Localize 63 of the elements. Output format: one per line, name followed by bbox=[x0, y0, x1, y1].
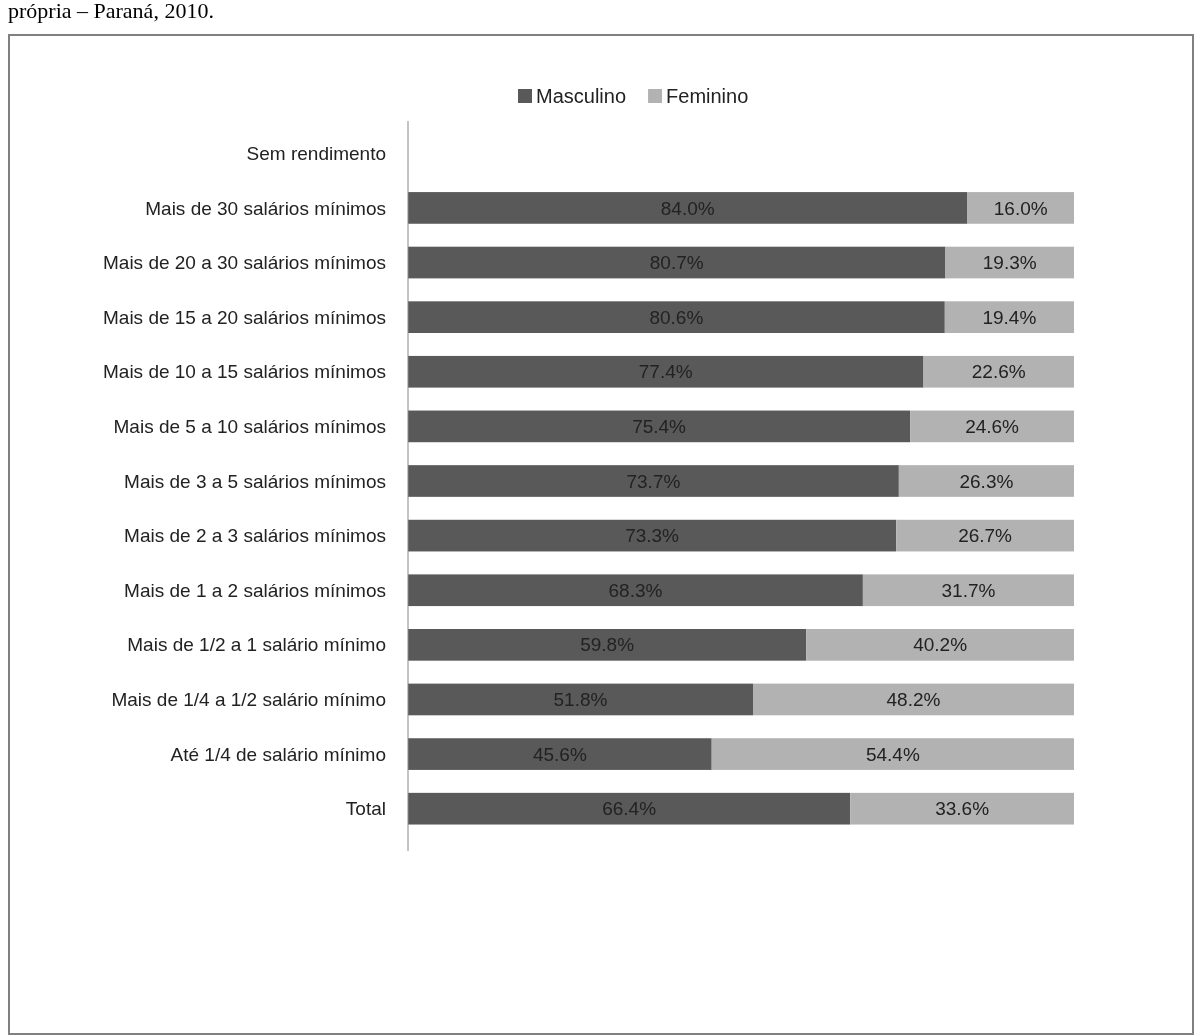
y-tick-label: Mais de 15 a 20 salários mínimos bbox=[102, 306, 386, 328]
bar bbox=[408, 738, 712, 770]
text: própria – Paraná, 2010. bbox=[8, 0, 214, 23]
data-label: 19.4% bbox=[982, 306, 1037, 328]
bar bbox=[408, 519, 897, 552]
bar bbox=[850, 792, 1074, 825]
bar bbox=[408, 465, 899, 497]
data-label: 22.6% bbox=[971, 361, 1026, 383]
data-label: 54.4% bbox=[865, 743, 920, 765]
bar bbox=[923, 355, 1074, 388]
data-label: 59.8% bbox=[580, 634, 635, 656]
y-tick-label: Total bbox=[345, 798, 386, 820]
bar bbox=[806, 629, 1074, 661]
data-label: 51.8% bbox=[553, 689, 608, 711]
data-label: 73.7% bbox=[626, 470, 681, 492]
y-tick-label: Mais de 3 a 5 salários mínimos bbox=[124, 470, 386, 492]
legend-label: Feminino bbox=[666, 85, 749, 107]
bar bbox=[910, 410, 1074, 443]
bar bbox=[752, 683, 1074, 716]
data-label: 84.0% bbox=[660, 197, 715, 219]
y-tick-label: Mais de 2 a 3 salários mínimos bbox=[124, 525, 386, 547]
bar bbox=[408, 301, 945, 333]
bar bbox=[711, 738, 1074, 770]
data-label: 77.4% bbox=[638, 361, 693, 383]
y-tick-label: Mais de 1/2 a 1 salário mínimo bbox=[127, 634, 386, 656]
bar bbox=[945, 246, 1074, 279]
data-label: 16.0% bbox=[993, 197, 1048, 219]
bar bbox=[896, 519, 1074, 552]
bar bbox=[967, 192, 1074, 224]
bar bbox=[408, 410, 911, 443]
y-tick-label: Até 1/4 de salário mínimo bbox=[170, 743, 386, 765]
data-label: 19.3% bbox=[982, 252, 1037, 274]
bar bbox=[862, 574, 1074, 607]
y-tick-label: Mais de 30 salários mínimos bbox=[145, 197, 386, 219]
data-label: 80.6% bbox=[649, 306, 704, 328]
bar bbox=[408, 683, 753, 716]
y-tick-label: Mais de 20 a 30 salários mínimos bbox=[102, 252, 386, 274]
y-tick-label: Mais de 1/4 a 1/2 salário mínimo bbox=[111, 689, 386, 711]
data-label: 26.7% bbox=[958, 525, 1013, 547]
y-tick-label: Mais de 10 a 15 salários mínimos bbox=[102, 361, 386, 383]
bar bbox=[898, 465, 1074, 497]
y-tick-label: Mais de 1 a 2 salários mínimos bbox=[124, 579, 386, 601]
bar bbox=[408, 792, 851, 825]
bar bbox=[408, 355, 924, 388]
bar bbox=[944, 301, 1074, 333]
y-tick-label: Sem rendimento bbox=[246, 142, 386, 164]
data-label: 45.6% bbox=[532, 743, 587, 765]
bar bbox=[408, 192, 968, 224]
data-label: 24.6% bbox=[965, 416, 1020, 438]
bar bbox=[408, 574, 863, 607]
legend-label: Masculino bbox=[536, 85, 627, 107]
bar bbox=[408, 629, 807, 661]
data-label: 73.3% bbox=[625, 525, 680, 547]
data-label: 26.3% bbox=[959, 470, 1014, 492]
data-label: 68.3% bbox=[608, 579, 663, 601]
data-label: 40.2% bbox=[913, 634, 968, 656]
data-label: 31.7% bbox=[941, 579, 996, 601]
data-label: 33.6% bbox=[935, 798, 990, 820]
data-label: 80.7% bbox=[649, 252, 704, 274]
data-label: 48.2% bbox=[886, 689, 941, 711]
data-label: 75.4% bbox=[632, 416, 687, 438]
y-tick-label: Mais de 5 a 10 salários mínimos bbox=[113, 416, 386, 438]
bar bbox=[408, 246, 946, 279]
